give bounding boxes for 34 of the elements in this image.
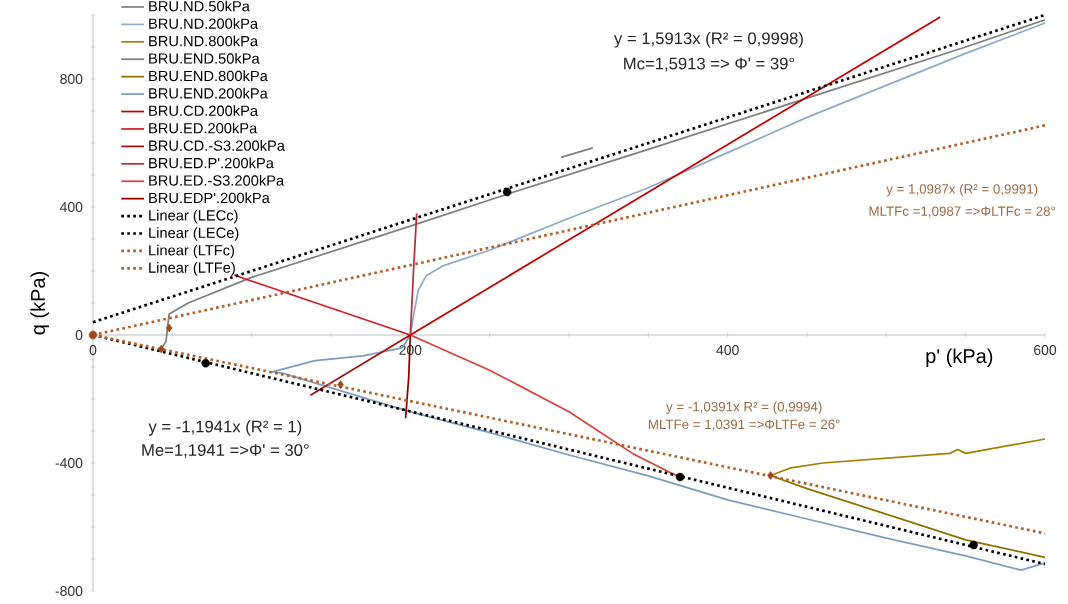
legend-label: BRU.EDP'.200kPa — [149, 192, 270, 204]
legend-label: BRU.ED.P'.200kPa — [149, 157, 274, 169]
annotation: MLTFe = 1,0391 =>ΦLTFe = 26° — [648, 419, 840, 431]
legend-label: BRU.ED.-S3.200kPa — [149, 174, 285, 186]
legend-label: Linear (LTFe) — [149, 262, 235, 276]
annotation: y = -1,0391x R² = (0,9994) — [666, 401, 822, 415]
annotation: y = 1,5913x (R² = 0,9998) — [614, 31, 803, 48]
legend-label: Linear (LTFc) — [149, 244, 235, 259]
legend-label: BRU.ND.50kPa — [149, 0, 250, 12]
x-axis-title: p' (kPa) — [926, 348, 993, 368]
legend-label: BRU.END.200kPa — [149, 87, 268, 99]
x-tick-label: 400 — [716, 345, 739, 355]
annotation: Mc=1,5913 => Φ' = 39° — [624, 57, 795, 72]
legend-label: BRU.ND.200kPa — [149, 18, 259, 29]
y-tick-label: -800 — [55, 586, 83, 596]
legend-label: BRU.END.50kPa — [149, 52, 260, 64]
y-tick-label: 800 — [60, 74, 83, 84]
y-tick-label: 400 — [59, 202, 83, 212]
annotation: MLTFc =1,0987 =>ΦLTFc = 28° — [869, 206, 1056, 218]
annotation: Me=1,1941 =>Φ' = 30° — [142, 444, 309, 458]
legend-label: BRU.ND.800kPa — [149, 35, 259, 47]
legend-label: BRU.CD.-S3.200kPa — [149, 140, 285, 151]
annotation: y = -1,1941x (R² = 1) — [148, 420, 302, 436]
x-tick-label: 0 — [89, 345, 97, 355]
y-tick-label: 0 — [75, 330, 83, 340]
legend-label: Linear (LECe) — [149, 227, 239, 241]
x-tick-label: 600 — [1034, 345, 1057, 355]
legend-label: BRU.ED.200kPa — [149, 122, 258, 134]
y-tick-label: -400 — [55, 458, 83, 468]
legend-label: BRU.END.800kPa — [149, 70, 268, 82]
legend-label: BRU.CD.200kPa — [149, 105, 259, 116]
y-axis-title: q (kPa) — [30, 272, 49, 335]
legend-label: Linear (LECc) — [149, 209, 238, 224]
annotation: y = 1,0987x (R² = 0,9991) — [886, 183, 1038, 197]
